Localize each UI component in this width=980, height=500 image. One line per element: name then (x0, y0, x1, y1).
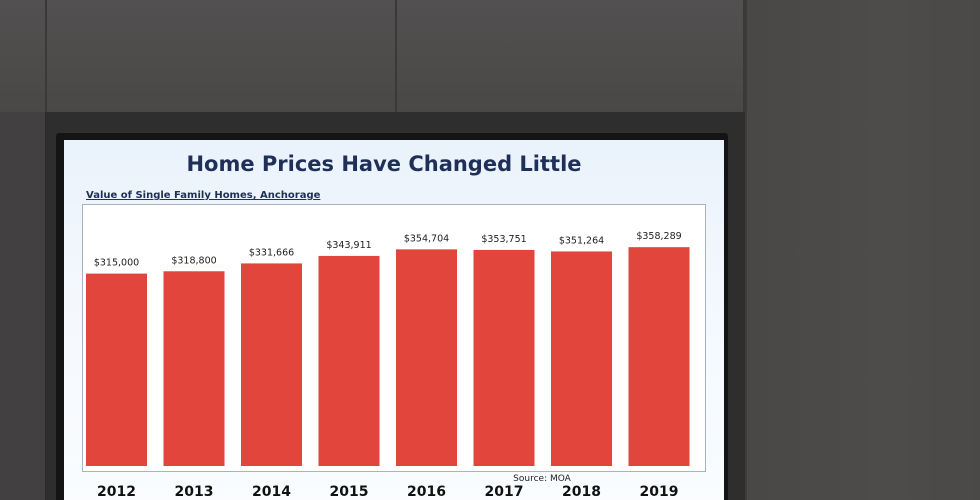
source-note: Source: MOA (513, 474, 571, 484)
wall-right (745, 0, 980, 500)
bar-2013 (163, 271, 225, 466)
data-label-2016: $354,704 (404, 233, 449, 244)
x-tick-label-2012: 2012 (97, 484, 136, 500)
bar-2016 (396, 249, 457, 466)
bar-2015 (318, 255, 380, 466)
x-tick-label-2013: 2013 (175, 484, 214, 500)
wall-panel-center-left (47, 0, 397, 112)
x-tick-label-2015: 2015 (330, 484, 369, 500)
data-label-2018: $351,264 (559, 235, 604, 246)
tv-screen: Home Prices Have Changed Little Value of… (64, 140, 724, 500)
x-tick-label-2019: 2019 (640, 484, 679, 500)
data-label-2012: $315,000 (94, 258, 139, 269)
wall-panel-center-right (397, 0, 745, 112)
wall-panel-left (0, 0, 47, 112)
bar-chart: $315,000 2012 $318,800 2013 $331,666 2014 $343… (86, 231, 690, 500)
bar-2019 (628, 247, 690, 466)
slide-title: Home Prices Have Changed Little (186, 152, 582, 176)
bar-2018 (551, 251, 612, 466)
x-tick-label-2014: 2014 (252, 484, 291, 500)
data-label-2017: $353,751 (481, 234, 526, 245)
x-tick-label-2016: 2016 (407, 484, 446, 500)
data-label-2014: $331,666 (249, 247, 294, 258)
bar-2012 (86, 273, 147, 466)
data-label-2015: $343,911 (326, 240, 371, 251)
wall-left (0, 112, 45, 500)
data-label-2013: $318,800 (171, 255, 216, 266)
bar-2014 (241, 263, 302, 466)
data-label-2019: $358,289 (636, 231, 681, 242)
slide-subtitle: Value of Single Family Homes, Anchorage (86, 190, 321, 201)
x-tick-label-2017: 2017 (485, 484, 524, 500)
bar-2017 (473, 249, 535, 466)
x-tick-label-2018: 2018 (562, 484, 601, 500)
